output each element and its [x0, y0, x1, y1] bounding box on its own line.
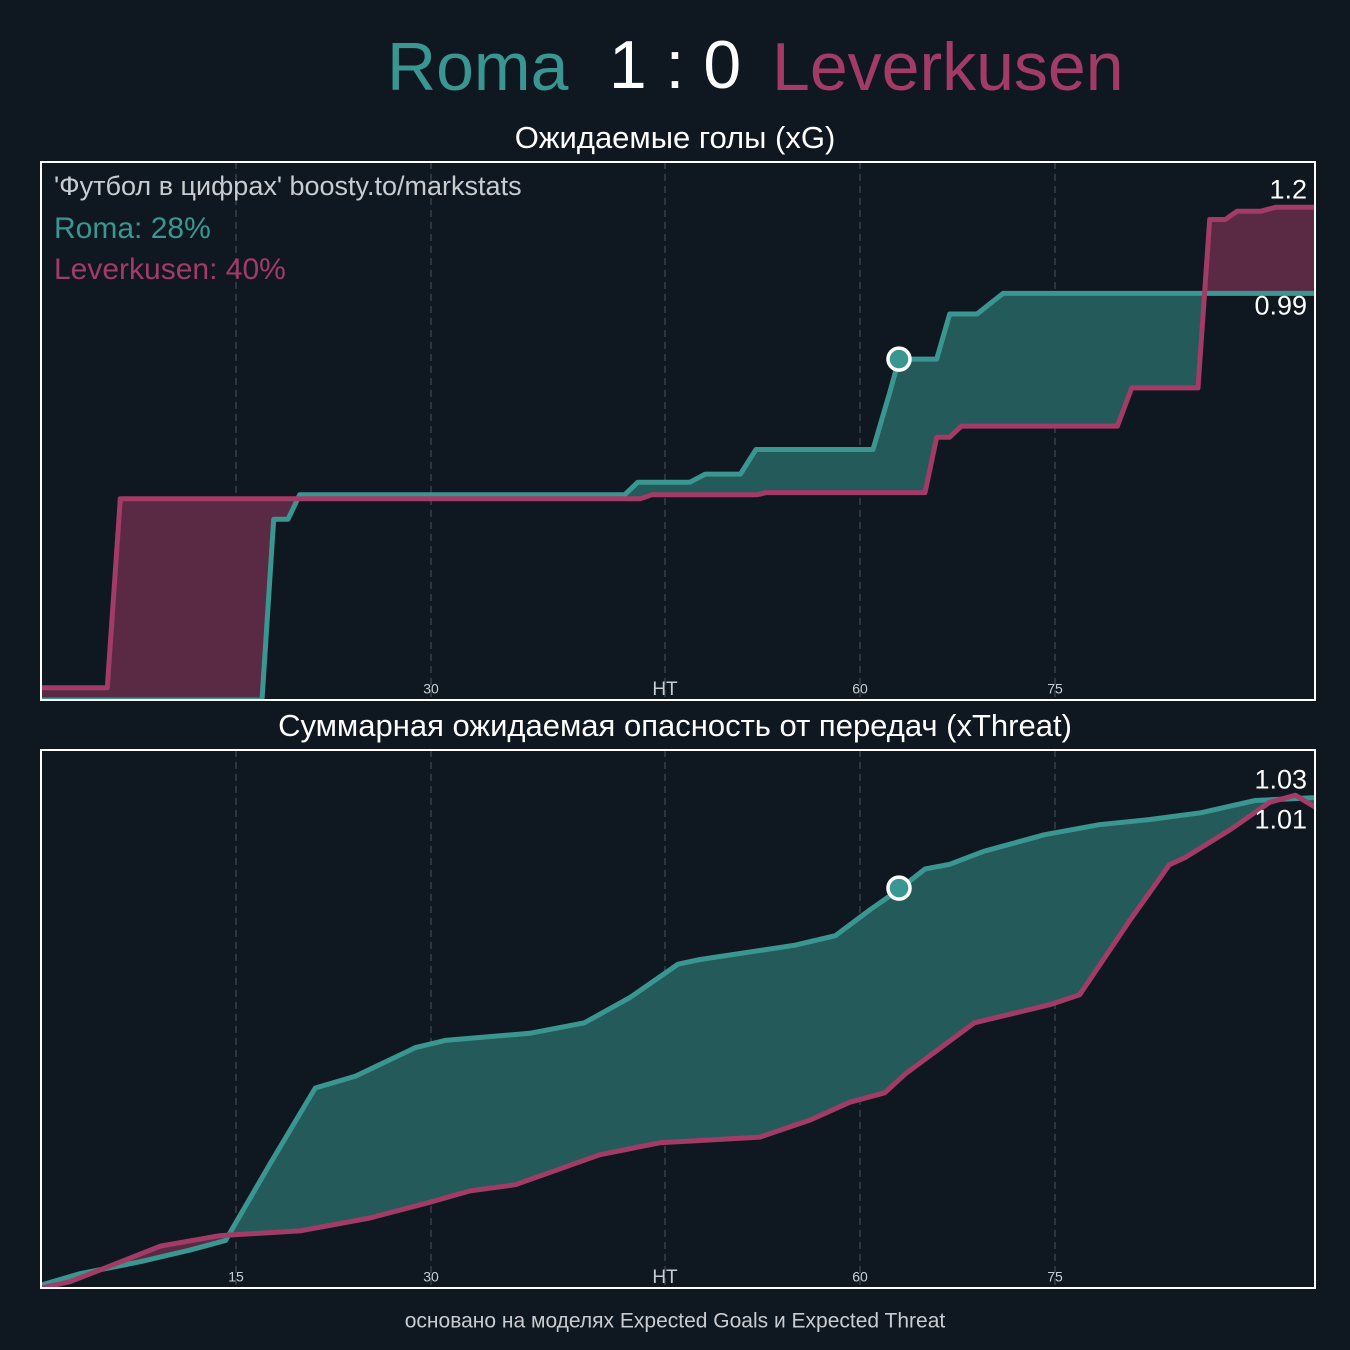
away-team: Leverkusen	[772, 29, 1124, 105]
away-stat: Leverkusen: 40%	[54, 253, 286, 286]
chart-title: Суммарная ожидаемая опасность от передач…	[278, 708, 1072, 743]
fill-ahead-home	[41, 207, 1315, 688]
home-team: Roma	[387, 29, 569, 105]
home-stat: Roma: 28%	[54, 212, 211, 245]
x-tick-label: 30	[423, 1269, 439, 1285]
chart-title: Ожидаемые голы (xG)	[515, 120, 836, 155]
score: 1 : 0	[609, 27, 741, 103]
series-line	[41, 290, 1315, 700]
x-tick-label: 60	[852, 681, 868, 697]
plot-frame	[40, 749, 1316, 1289]
x-tick-label: HT	[652, 679, 678, 700]
x-tick-label: 60	[852, 1269, 868, 1285]
x-tick-label: 30	[423, 681, 439, 697]
plot-frame	[40, 161, 1316, 701]
x-tick-label: 15	[228, 1269, 244, 1285]
x-tick-label: 75	[1047, 681, 1063, 697]
end-label: 1.2	[1269, 174, 1307, 204]
goal-marker	[886, 875, 912, 901]
series-line	[41, 795, 1315, 1288]
x-tick-label: 75	[1047, 1269, 1063, 1285]
x-tick-label: HT	[652, 1267, 678, 1288]
end-label: 1.01	[1254, 804, 1307, 834]
fill-ahead-home	[41, 795, 1315, 1288]
series-line	[41, 792, 1315, 1288]
footer: основано на моделях Expected Goals и Exp…	[405, 1310, 946, 1333]
end-label: 0.99	[1254, 291, 1307, 321]
plot-area	[41, 792, 1315, 1288]
goal-marker	[886, 346, 912, 372]
series-line	[41, 204, 1315, 691]
end-label: 1.03	[1254, 765, 1307, 795]
credit: 'Футбол в цифрах' boosty.to/markstats	[54, 171, 522, 201]
plot-area	[41, 204, 1315, 700]
